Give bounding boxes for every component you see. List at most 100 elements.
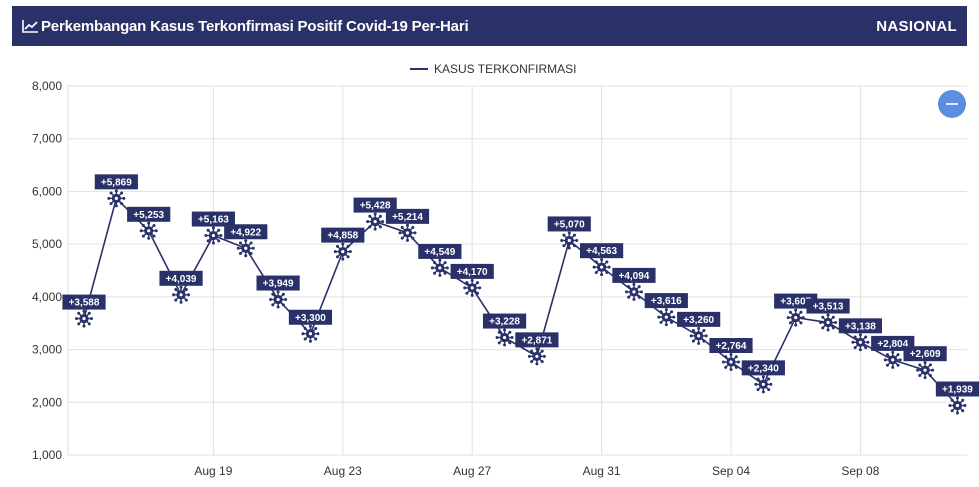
virus-icon (819, 313, 838, 332)
chart-title: Perkembangan Kasus Terkonfirmasi Positif… (41, 17, 469, 35)
virus-icon (366, 212, 385, 231)
data-label: +3,949 (256, 275, 300, 291)
data-label-text: +3,588 (69, 298, 100, 309)
virus-icon (139, 221, 158, 240)
data-label-text: +4,858 (327, 231, 358, 242)
data-label-text: +2,609 (910, 349, 941, 360)
cases-line-chart: KASUS TERKONFIRMASI 1,000 2,000 3,000 4,000… (32, 62, 979, 478)
data-label-bg (94, 174, 138, 190)
virus-icon (301, 324, 320, 343)
data-label-text: +2,340 (748, 363, 779, 374)
data-label-text: +4,549 (424, 247, 455, 258)
minus-icon (946, 103, 958, 105)
virus-icon (463, 278, 482, 297)
zoom-out-button[interactable] (938, 90, 966, 118)
data-label-text: +2,804 (877, 339, 908, 350)
data-label-text: +5,253 (133, 210, 164, 221)
data-label-bg (353, 197, 397, 213)
x-tick-label: Sep 08 (841, 464, 879, 478)
data-label-bg (515, 332, 559, 348)
y-tick-label: 4,000 (32, 290, 62, 304)
data-label-text: +3,513 (813, 302, 844, 313)
x-tick-label: Aug 19 (194, 464, 232, 478)
data-label: +2,764 (709, 338, 753, 354)
data-label: +3,228 (482, 313, 527, 329)
data-label: +5,214 (385, 208, 430, 224)
y-tick-label: 7,000 (32, 132, 62, 146)
virus-icon (204, 226, 223, 245)
data-label-text: +3,260 (683, 315, 714, 326)
x-tick-label: Aug 23 (324, 464, 362, 478)
data-label-text: +3,949 (263, 279, 294, 290)
line-chart-icon (22, 20, 38, 33)
data-label-bg (677, 311, 721, 327)
virus-icon (657, 308, 676, 327)
y-tick-label: 5,000 (32, 237, 62, 251)
data-label-bg (935, 381, 979, 397)
data-label: +2,340 (741, 360, 785, 376)
grid-lines (67, 85, 967, 456)
data-label-text: +3,607 (780, 297, 811, 308)
data-label-text: +3,616 (651, 296, 682, 307)
y-tick-label: 1,000 (32, 448, 62, 462)
region-label: NASIONAL (876, 17, 957, 35)
series-kasus-terkonfirmasi (75, 189, 967, 415)
data-label-text: +3,138 (845, 321, 876, 332)
data-label-text: +4,563 (586, 246, 617, 257)
virus-icon (560, 231, 579, 250)
virus-icon (851, 333, 870, 352)
data-label: +5,869 (94, 174, 138, 190)
data-label: +4,858 (321, 227, 365, 243)
data-label: +4,563 (580, 243, 624, 259)
data-label: +4,170 (450, 263, 494, 279)
legend[interactable]: KASUS TERKONFIRMASI (410, 62, 576, 76)
data-label-bg (385, 208, 430, 224)
data-label: +3,588 (62, 294, 106, 310)
y-tick-label: 3,000 (32, 343, 62, 357)
data-label-text: +5,070 (554, 219, 585, 230)
y-tick-label: 6,000 (32, 184, 62, 198)
data-label-bg (321, 227, 365, 243)
data-label-bg (450, 263, 494, 279)
x-tick-label: Aug 27 (453, 464, 491, 478)
data-label: +4,549 (418, 243, 462, 259)
data-label: +2,871 (515, 332, 559, 348)
y-tick-label: 2,000 (32, 395, 62, 409)
data-label-text: +3,228 (489, 317, 520, 328)
data-label-text: +4,094 (619, 271, 650, 282)
data-label: +5,070 (547, 216, 591, 232)
virus-icon (269, 290, 288, 309)
data-label-bg (903, 346, 947, 362)
data-label-bg (741, 360, 785, 376)
data-label: +5,253 (127, 206, 171, 222)
legend-label[interactable]: KASUS TERKONFIRMASI (434, 62, 576, 76)
virus-icon (527, 347, 546, 366)
data-label-text: +5,163 (198, 215, 229, 226)
virus-icon (916, 361, 935, 380)
virus-icon (592, 258, 611, 277)
data-label-bg (612, 267, 656, 283)
data-label: +3,616 (644, 293, 688, 309)
data-label-text: +5,428 (360, 201, 391, 212)
virus-icon (722, 353, 740, 372)
data-label-text: +4,039 (166, 274, 197, 285)
data-label-text: +4,922 (230, 227, 261, 238)
virus-icon (786, 308, 805, 327)
virus-icon (236, 239, 255, 258)
data-label: +2,609 (903, 346, 947, 362)
virus-icon (172, 285, 191, 304)
data-label-bg (580, 243, 624, 259)
data-label-bg (806, 298, 850, 314)
data-label-bg (127, 206, 171, 222)
virus-icon (107, 189, 126, 208)
data-label-bg (288, 309, 333, 325)
virus-icon (624, 282, 643, 301)
x-tick-label: Aug 31 (583, 464, 621, 478)
data-label-bg (418, 243, 462, 259)
virus-icon (398, 223, 417, 242)
x-tick-label: Sep 04 (712, 464, 750, 478)
header-title-group: Perkembangan Kasus Terkonfirmasi Positif… (22, 17, 469, 35)
data-label-bg (709, 338, 753, 354)
data-label-bg (482, 313, 527, 329)
data-label: +3,260 (677, 311, 721, 327)
